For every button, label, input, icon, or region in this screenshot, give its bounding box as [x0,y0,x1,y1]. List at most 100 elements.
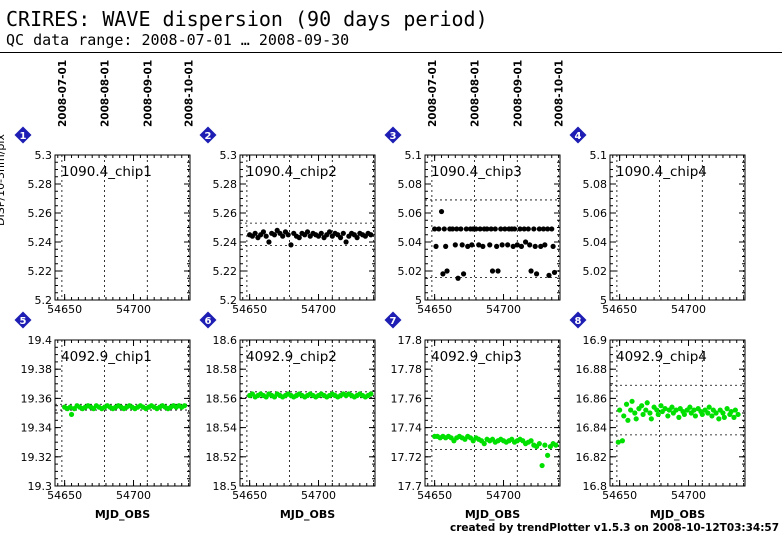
data-point [632,410,638,416]
data-point [692,413,699,419]
panel-badge: 2 [199,126,217,144]
x-tick-label: 54650 [232,303,267,316]
y-tick-label: 5.1 [590,149,608,162]
data-point [531,226,537,232]
data-point [443,243,449,249]
data-point [489,268,496,274]
x-tick-label: 54650 [602,489,637,502]
data-point [288,242,294,248]
panel-badge: 4 [569,126,587,144]
y-tick-label: 5.08 [583,178,608,191]
panel-badge: 7 [384,311,402,329]
y-tick-label: 19.3 [28,480,53,493]
data-point [459,242,465,248]
y-tick-label: 5.1 [405,149,423,162]
data-point [716,416,722,422]
panel-7: 17.7 17.72 17.74 17.76 17.78 17.8 54650 54700 40… [384,311,561,521]
y-tick-label: 5.02 [398,265,423,278]
y-tick-label: 18.54 [206,422,238,435]
badge-diamond [384,311,402,329]
data-point [492,226,498,232]
data-point [621,413,627,419]
data-point [629,398,635,404]
panel-badge: 1 [14,126,32,144]
y-tick-label: 16.9 [583,334,608,347]
y-tick-label: 5.2 [220,294,238,307]
x-tick-label: 54650 [232,489,267,502]
x-tick-label: 54650 [47,303,82,316]
x-axis-label: MJD_OBS [465,508,520,521]
badge-number: 1 [20,131,27,142]
y-tick-label: 5.24 [28,236,53,249]
data-point [505,242,511,248]
data-point [463,226,469,232]
data-point [510,243,516,249]
x-tick-label: 54650 [602,303,637,316]
data-point [617,407,623,413]
y-tick-label: 16.82 [576,451,608,464]
data-point [440,271,446,277]
data-point [469,242,475,248]
data-point [340,230,346,236]
data-point [318,230,324,236]
y-tick-label: 16.88 [576,363,608,376]
data-point [735,411,741,418]
x-tick-label: 54700 [116,489,151,502]
panel-label: 4092.9_chip4 [616,349,707,365]
badge-number: 3 [390,131,397,142]
data-point [449,226,456,232]
data-point [432,226,438,232]
y-tick-label: 19.34 [21,422,53,435]
y-tick-label: 16.8 [583,480,608,493]
y-tick-label: 19.32 [21,451,53,464]
y-tick-label: 5.3 [220,149,238,162]
panel-label: 1090.4_chip4 [616,164,707,180]
data-point [354,235,360,241]
data-point [481,441,487,447]
header-divider [0,52,782,53]
data-point [525,226,531,232]
y-tick-label: 5.08 [398,178,423,191]
data-point [553,442,559,448]
data-point [285,232,291,238]
y-tick-label: 17.76 [391,392,423,405]
data-point [728,408,734,415]
data-point [658,403,664,409]
data-point [669,404,675,410]
data-point [732,407,738,413]
data-point [720,410,726,416]
data-point [436,226,442,232]
y-tick-label: 5.2 [35,294,53,307]
panel-label: 4092.9_chip1 [61,349,152,365]
data-point [511,226,518,232]
data-point [673,407,679,413]
data-point [731,414,737,420]
data-point [271,232,278,238]
date-tick-label: 2008-10-01 [184,60,196,127]
data-point [699,411,705,418]
data-point [691,407,697,413]
data-point [640,411,646,418]
data-point [368,391,374,397]
data-point [454,226,460,232]
y-tick-label: 5.06 [398,207,423,220]
data-point [494,243,500,249]
data-point [476,242,482,248]
date-tick-label: 2008-09-01 [512,60,524,127]
data-point [528,438,534,444]
x-axis-label: MJD_OBS [280,508,335,521]
y-tick-label: 18.56 [206,392,238,405]
data-point [465,243,471,249]
data-point [539,462,545,469]
data-point [550,243,556,249]
y-tick-label: 5.02 [583,265,608,278]
data-point [522,239,529,245]
y-tick-label: 16.86 [576,392,608,405]
data-point [455,275,461,281]
data-point [477,226,483,232]
panel-badge: 8 [569,311,587,329]
y-tick-label: 19.36 [21,392,53,405]
data-point [551,269,558,276]
y-tick-label: 5.04 [398,236,423,249]
